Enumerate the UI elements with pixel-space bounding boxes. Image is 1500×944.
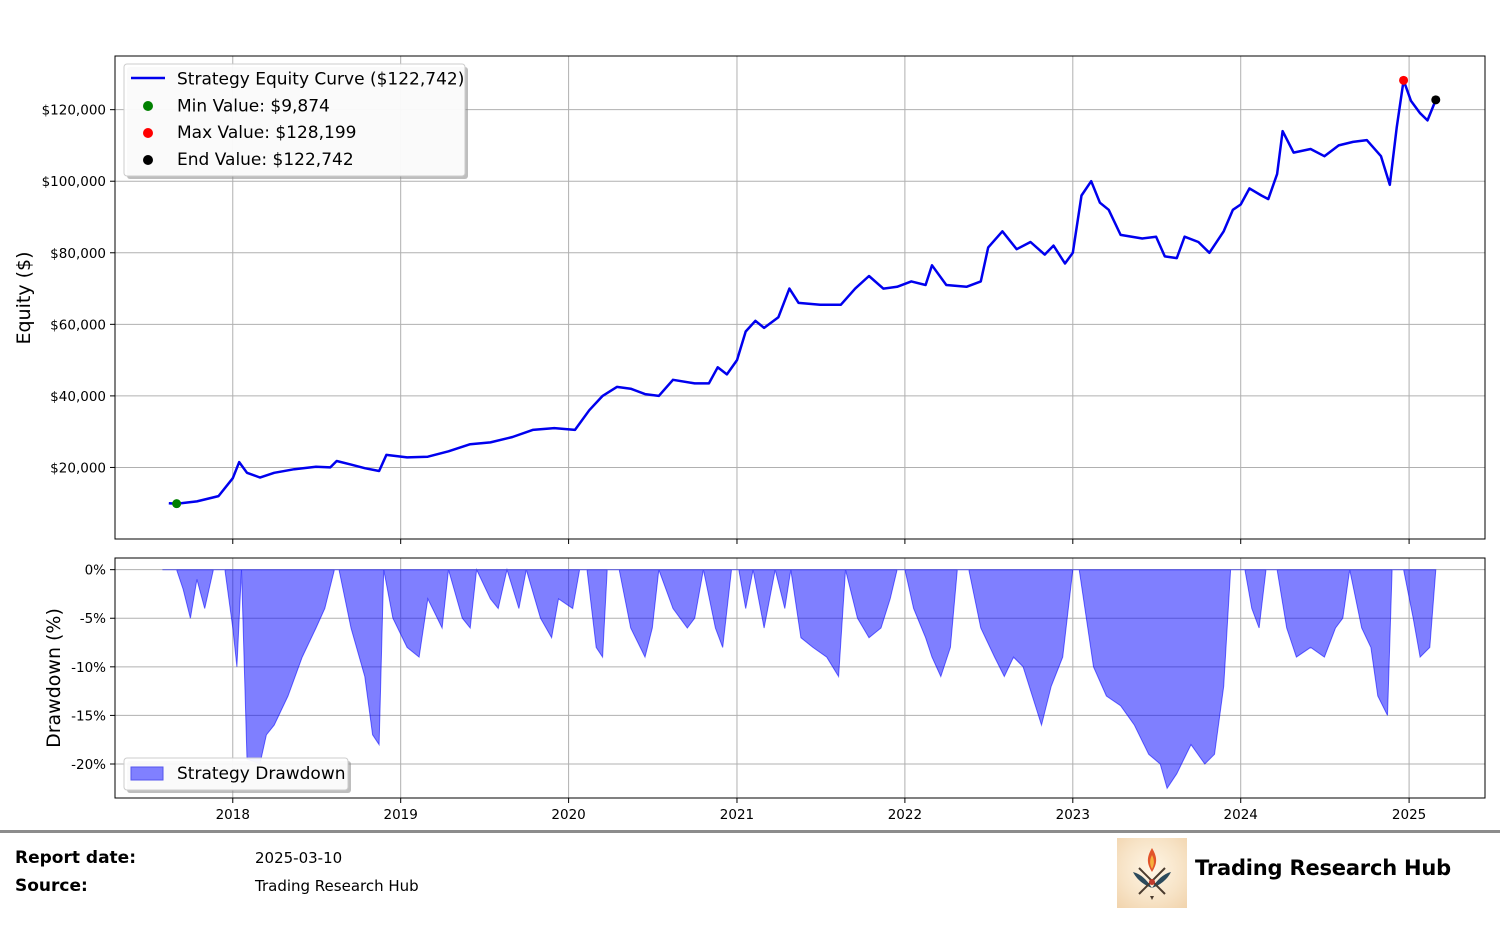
x-tick-label: 2022	[888, 807, 922, 823]
x-tick-label: 2025	[1392, 807, 1426, 823]
equity-drawdown-figure: $20,000 $40,000 $60,000 $80,000 $100,000 $120…	[13, 55, 1486, 823]
equity-axis-ticks: $20,000 $40,000 $60,000 $80,000 $100,000 $120…	[42, 103, 1410, 544]
equity-legend: Strategy Equity Curve ($122,742) Min Val…	[123, 63, 468, 179]
legend-drawdown-label: Strategy Drawdown	[177, 764, 346, 784]
equity-y-tick-label: $80,000	[50, 246, 106, 262]
footer-divider	[0, 830, 1500, 833]
equity-axes-frame	[114, 55, 1486, 540]
drawdown-axes-frame	[114, 557, 1486, 799]
legend-min-label: Min Value: $9,874	[177, 97, 330, 117]
drawdown-y-tick-label: -5%	[80, 611, 106, 627]
source-value: Trading Research Hub	[255, 877, 419, 895]
x-tick-label: 2021	[720, 807, 754, 823]
drawdown-y-tick-label: 0%	[85, 563, 107, 579]
legend-min-dot	[143, 101, 153, 111]
drawdown-y-tick-label: -10%	[71, 660, 106, 676]
legend-drawdown-swatch	[130, 766, 164, 781]
legend-max-label: Max Value: $128,199	[177, 123, 356, 143]
legend-end-label: End Value: $122,742	[177, 150, 354, 170]
legend-equity-label: Strategy Equity Curve ($122,742)	[177, 70, 464, 90]
x-tick-label: 2023	[1056, 807, 1090, 823]
drawdown-y-tick-label: -20%	[71, 757, 106, 773]
x-tick-label: 2024	[1224, 807, 1258, 823]
drawdown-axis-ticks: 2018 2019 2020 2021 2022 2023 2024 2025 0% -5% -10…	[71, 563, 1426, 823]
equity-y-tick-label: $60,000	[50, 317, 106, 333]
x-tick-label: 2018	[216, 807, 250, 823]
min-value-marker	[172, 499, 182, 509]
equity-y-tick-label: $40,000	[50, 389, 106, 405]
report-date-label: Report date:	[15, 848, 136, 868]
brand-name: Trading Research Hub	[1195, 856, 1452, 880]
drawdown-legend: Strategy Drawdown	[123, 757, 351, 793]
end-value-marker	[1431, 95, 1441, 105]
drawdown-area	[162, 567, 1437, 790]
legend-max-dot	[143, 128, 153, 138]
equity-y-tick-label: $120,000	[42, 103, 106, 119]
drawdown-y-axis-label: Drawdown (%)	[43, 608, 65, 748]
flame-feather-logo-icon	[1133, 848, 1171, 900]
source-label: Source:	[15, 876, 88, 896]
drawdown-plot-area	[162, 567, 1437, 790]
drawdown-y-tick-label: -15%	[71, 708, 106, 724]
equity-plot-area	[168, 75, 1441, 509]
x-tick-label: 2020	[551, 807, 585, 823]
max-value-marker	[1399, 75, 1409, 85]
brand-logo	[1117, 838, 1187, 908]
equity-curve-line	[168, 79, 1437, 505]
equity-y-tick-label: $100,000	[42, 174, 106, 190]
legend-end-dot	[143, 155, 153, 165]
report-date-value: 2025-03-10	[255, 849, 343, 867]
equity-y-axis-label: Equity ($)	[13, 251, 35, 344]
x-tick-label: 2019	[384, 807, 418, 823]
equity-y-tick-label: $20,000	[50, 460, 106, 476]
